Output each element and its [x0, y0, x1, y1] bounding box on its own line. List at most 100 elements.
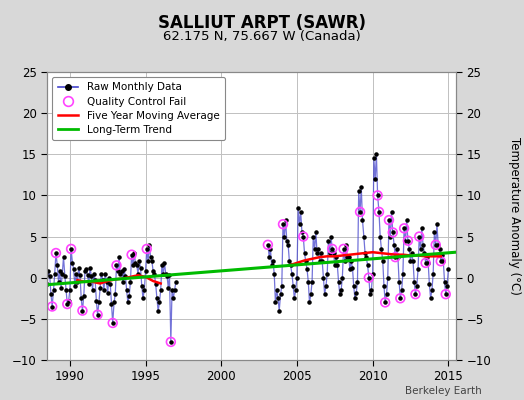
- Point: [62, 287, 70, 293]
- Point: [374, 192, 382, 199]
- Point: [330, 250, 338, 256]
- Point: [411, 291, 420, 297]
- Point: [353, 279, 362, 285]
- Point: [112, 262, 121, 268]
- Point: [150, 270, 159, 277]
- Point: [409, 258, 417, 264]
- Point: [340, 246, 348, 252]
- Point: [73, 279, 82, 285]
- Text: Berkeley Earth: Berkeley Earth: [406, 386, 482, 396]
- Point: [270, 270, 278, 277]
- Point: [64, 298, 73, 304]
- Point: [288, 270, 296, 277]
- Point: [72, 270, 80, 277]
- Point: [418, 225, 426, 232]
- Point: [439, 258, 447, 264]
- Point: [310, 246, 319, 252]
- Point: [309, 233, 318, 240]
- Point: [350, 283, 358, 289]
- Point: [152, 295, 161, 302]
- Text: 62.175 N, 75.667 W (Canada): 62.175 N, 75.667 W (Canada): [163, 30, 361, 43]
- Point: [386, 233, 395, 240]
- Point: [145, 242, 154, 248]
- Point: [67, 246, 75, 252]
- Point: [355, 188, 363, 194]
- Point: [285, 258, 293, 264]
- Point: [80, 293, 88, 299]
- Point: [314, 246, 323, 252]
- Point: [338, 274, 346, 281]
- Point: [420, 250, 429, 256]
- Point: [427, 295, 435, 302]
- Point: [359, 233, 368, 240]
- Point: [167, 339, 175, 345]
- Point: [399, 270, 407, 277]
- Point: [430, 229, 439, 236]
- Point: [170, 287, 179, 293]
- Point: [71, 283, 79, 289]
- Point: [347, 258, 355, 264]
- Legend: Raw Monthly Data, Quality Control Fail, Five Year Moving Average, Long-Term Tren: Raw Monthly Data, Quality Control Fail, …: [52, 77, 225, 140]
- Point: [108, 320, 117, 326]
- Point: [67, 246, 75, 252]
- Point: [89, 287, 97, 293]
- Point: [95, 299, 103, 306]
- Point: [124, 299, 132, 306]
- Point: [366, 291, 374, 297]
- Point: [129, 262, 137, 268]
- Point: [316, 250, 325, 256]
- Point: [325, 250, 334, 256]
- Point: [365, 274, 373, 281]
- Point: [77, 295, 85, 302]
- Point: [111, 291, 119, 297]
- Point: [48, 303, 57, 310]
- Point: [126, 279, 135, 285]
- Point: [68, 260, 77, 266]
- Point: [271, 299, 280, 306]
- Point: [281, 217, 290, 223]
- Point: [406, 258, 414, 264]
- Point: [411, 291, 420, 297]
- Point: [163, 273, 171, 279]
- Point: [378, 258, 387, 264]
- Point: [432, 242, 440, 248]
- Point: [298, 229, 306, 236]
- Point: [164, 284, 172, 291]
- Point: [140, 287, 148, 293]
- Point: [110, 299, 118, 306]
- Point: [287, 262, 295, 268]
- Point: [304, 279, 312, 285]
- Point: [364, 262, 372, 268]
- Point: [356, 209, 364, 215]
- Point: [49, 287, 58, 293]
- Point: [274, 295, 282, 302]
- Point: [151, 281, 160, 288]
- Point: [160, 260, 169, 266]
- Point: [372, 151, 380, 158]
- Point: [402, 217, 411, 223]
- Point: [351, 295, 359, 302]
- Point: [392, 246, 401, 252]
- Point: [38, 270, 46, 277]
- Point: [394, 254, 402, 260]
- Point: [387, 209, 396, 215]
- Point: [299, 233, 308, 240]
- Point: [159, 270, 168, 277]
- Point: [319, 274, 328, 281]
- Point: [112, 262, 121, 268]
- Point: [39, 283, 48, 289]
- Point: [383, 291, 391, 297]
- Point: [168, 287, 176, 293]
- Point: [436, 258, 445, 264]
- Point: [328, 246, 336, 252]
- Point: [419, 242, 427, 248]
- Point: [368, 270, 377, 277]
- Point: [165, 272, 173, 278]
- Point: [93, 312, 102, 318]
- Point: [56, 268, 64, 274]
- Point: [442, 291, 450, 297]
- Point: [396, 295, 405, 302]
- Point: [50, 270, 59, 277]
- Point: [114, 268, 122, 274]
- Y-axis label: Temperature Anomaly (°C): Temperature Anomaly (°C): [508, 137, 521, 295]
